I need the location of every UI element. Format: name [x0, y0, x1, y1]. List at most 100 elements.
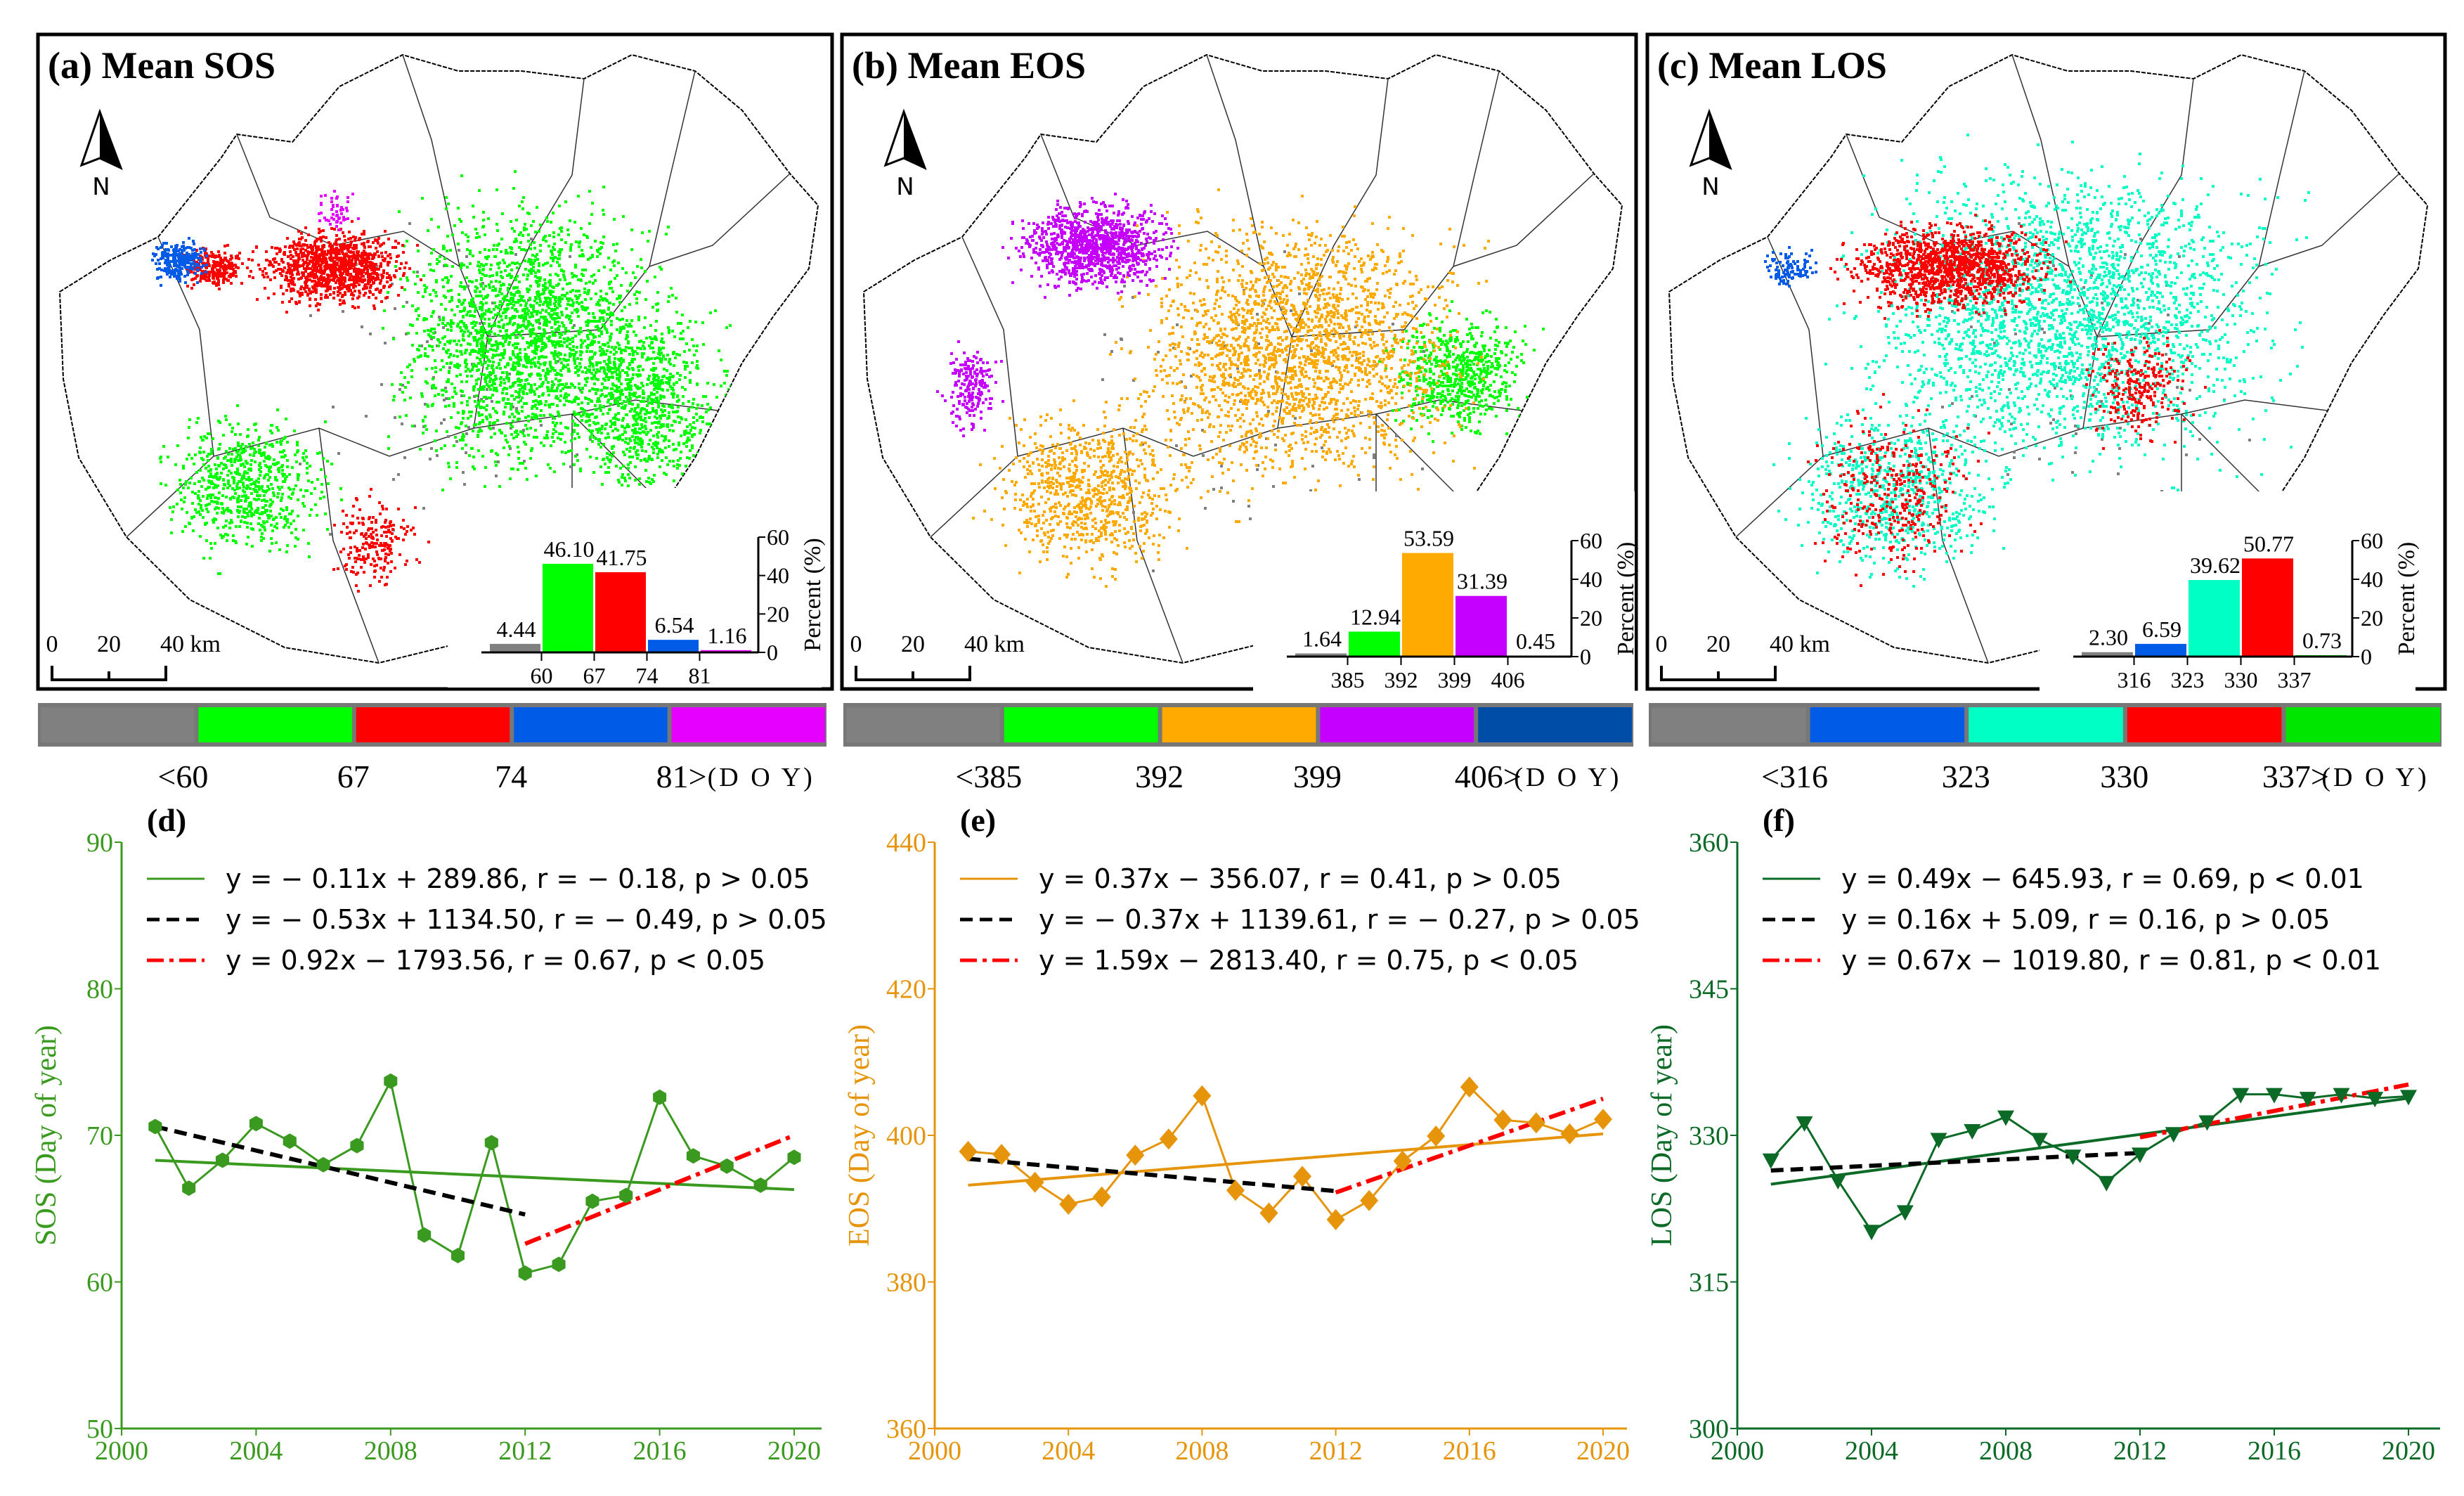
- histogram-bar: [2189, 580, 2240, 657]
- histogram-y-tick-label: 20: [2361, 605, 2383, 631]
- colorbar-swatch: [2285, 707, 2440, 742]
- scale-bar-line: [855, 666, 971, 681]
- y-axis-label: EOS (Day of year): [843, 1024, 876, 1246]
- legend-label: y = 0.49x − 645.93, r = 0.69, p < 0.01: [1841, 863, 2364, 894]
- x-tick-label: 2004: [1042, 1436, 1095, 1466]
- colorbar-label: 330: [2100, 759, 2148, 794]
- panel-title: (a) Mean SOS: [48, 44, 275, 86]
- map-pixels-class-0: [1101, 250, 1425, 572]
- legend-label: y = 0.67x − 1019.80, r = 0.81, p < 0.01: [1841, 945, 2381, 976]
- scale-label: 40 km: [964, 631, 1025, 657]
- data-point-marker: [316, 1156, 330, 1173]
- scale-label: 40 km: [1770, 631, 1830, 657]
- histogram-y-tick-label: 60: [2361, 528, 2383, 553]
- colorbar-swatch: [198, 707, 352, 742]
- legend-label: y = − 0.53x + 1134.50, r = − 0.49, p > 0…: [226, 904, 827, 935]
- histogram-y-tick-label: 40: [2361, 567, 2383, 592]
- map-pixels-class-1: [1764, 246, 1817, 288]
- data-point-marker: [148, 1118, 162, 1135]
- colorbar-unit: (D O Y): [1514, 763, 1621, 792]
- scale-label: 0: [850, 631, 862, 657]
- data-point-marker: [1360, 1189, 1379, 1211]
- trend-line-dashdot: [2139, 1082, 2409, 1140]
- trend-line-solid: [1770, 1097, 2409, 1186]
- histogram-value-label: 6.59: [2142, 617, 2181, 642]
- x-tick-label: 2012: [1309, 1436, 1363, 1466]
- y-tick-label: 380: [886, 1268, 926, 1298]
- data-series-line: [1770, 1093, 2409, 1233]
- scale-bar: 0 20 40 km: [1656, 631, 1830, 681]
- data-point-marker: [1326, 1208, 1345, 1230]
- data-point-marker: [1863, 1225, 1880, 1241]
- colorbar-swatch: [1478, 707, 1632, 742]
- trend-line-dashed: [968, 1156, 1336, 1194]
- histogram-bar: [543, 563, 593, 652]
- data-point-marker: [1226, 1180, 1245, 1201]
- colorbar-swatch: [1004, 707, 1158, 742]
- colorbar-swatch: [1810, 707, 1965, 742]
- scale-label: 20: [1706, 631, 1730, 657]
- histogram-x-tick-label: 399: [1438, 667, 1472, 692]
- histogram-y-tick-label: 20: [767, 601, 789, 626]
- line-chart-e: 360 380 400 420 440 2000 2004 2008 2012 2016 2020 E…: [843, 802, 1640, 1466]
- histogram-bar: [2135, 643, 2186, 657]
- data-point-marker: [1829, 1173, 1847, 1189]
- histogram-value-label: 6.54: [655, 612, 694, 638]
- legend-label: y = 0.92x − 1793.56, r = 0.67, p < 0.05: [226, 945, 765, 976]
- scale-label: 20: [97, 631, 121, 657]
- map-pixels: [151, 170, 732, 593]
- data-point-marker: [2366, 1092, 2384, 1108]
- trend-line-dashdot: [1335, 1097, 1604, 1195]
- histogram-bar: [1455, 595, 1507, 657]
- colorbar-label: 81>: [656, 759, 707, 794]
- y-tick-label: 400: [886, 1121, 926, 1151]
- data-point-marker: [1393, 1150, 1412, 1172]
- y-tick-label: 420: [886, 975, 926, 1005]
- legend-label: y = − 0.11x + 289.86, r = − 0.18, p > 0.…: [226, 863, 810, 894]
- data-point-marker: [484, 1135, 498, 1151]
- data-point-marker: [653, 1089, 667, 1105]
- data-point-marker: [1159, 1128, 1178, 1150]
- data-point-marker: [2198, 1115, 2216, 1131]
- chart-title: (d): [147, 802, 186, 838]
- colorbar-swatch: [846, 707, 1000, 742]
- data-point-marker: [1427, 1126, 1446, 1147]
- y-tick-label: 90: [86, 828, 113, 858]
- scale-bar-line: [51, 666, 167, 681]
- colorbar-label: 323: [1942, 759, 1990, 794]
- x-tick-label: 2012: [2113, 1436, 2167, 1466]
- data-point-marker: [1259, 1202, 1278, 1224]
- colorbar-label: 337>: [2262, 759, 2329, 794]
- data-point-marker: [2333, 1088, 2350, 1104]
- data-point-marker: [384, 1073, 398, 1089]
- data-point-marker: [249, 1116, 263, 1132]
- map-pixels-class-1: [1378, 300, 1547, 443]
- panel-title: (c) Mean LOS: [1657, 44, 1887, 86]
- data-point-marker: [2299, 1092, 2316, 1108]
- colorbar-swatch: [1162, 707, 1316, 742]
- scale-bar: 0 20 40 km: [46, 631, 221, 681]
- colorbar-label: 392: [1135, 759, 1184, 794]
- legend-label: y = − 0.37x + 1139.61, r = − 0.27, p > 0…: [1039, 904, 1640, 935]
- map-pixels-class-3: [1807, 214, 2207, 587]
- island-outline: [58, 53, 819, 664]
- data-point-marker: [2400, 1090, 2417, 1106]
- histogram-value-label: 1.16: [708, 623, 747, 648]
- colorbar-label: <385: [955, 759, 1022, 794]
- scale-bar-line: [1660, 666, 1777, 681]
- histogram-y-tick-label: 20: [1580, 605, 1602, 631]
- colorbar-unit: (D O Y): [708, 763, 815, 792]
- data-point-marker: [720, 1158, 734, 1174]
- data-point-marker: [1526, 1112, 1545, 1134]
- data-point-marker: [992, 1144, 1011, 1166]
- histogram-bar: [1295, 653, 1347, 657]
- data-point-marker: [1930, 1133, 1947, 1149]
- histogram-x-tick-label: 67: [583, 663, 606, 688]
- x-tick-label: 2016: [633, 1436, 687, 1466]
- colorbar-swatch: [1969, 707, 2123, 742]
- panel-title: (b) Mean EOS: [852, 44, 1086, 86]
- x-tick-label: 2000: [908, 1436, 961, 1466]
- north-arrow-shade: [1709, 112, 1730, 168]
